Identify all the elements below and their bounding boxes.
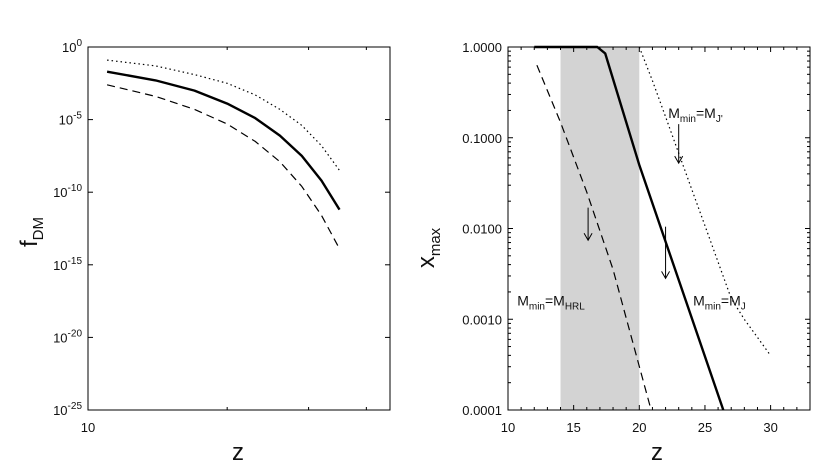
annotation-sub: min (680, 114, 696, 125)
arrow-head (661, 271, 670, 280)
right-y-axis-label: xmax (413, 227, 444, 268)
annotation-eq: =M (721, 293, 741, 309)
left-y-tick-base: 10 (53, 185, 67, 200)
annotation-sub: HRL (565, 302, 585, 313)
left-x-tick-label: 10 (81, 420, 95, 435)
right-x-tick-label: 20 (632, 420, 646, 435)
right-arrows (583, 124, 684, 280)
right-x-tick-label: 15 (566, 420, 580, 435)
left-y-tick-base: 10 (53, 403, 67, 418)
annotation-mj: Mmin=MJ (693, 293, 746, 313)
right-x-tick-label: 10 (501, 420, 515, 435)
right-ticks (508, 46, 811, 411)
right-x-axis-label: z (651, 439, 663, 466)
annotation-eq: =M (545, 293, 565, 309)
left-ticks (87, 46, 390, 411)
left-plot-frame (87, 46, 391, 411)
left-y-tick-exp: -10 (68, 183, 83, 194)
left-y-tick-label: 10-25 (53, 401, 82, 418)
left-y-tick-exp: -20 (68, 328, 83, 339)
arrow-head (674, 155, 684, 165)
annotation-eq: =M (696, 105, 716, 121)
left-y-tick-base: 10 (53, 258, 67, 273)
left-y-tick-exp: -5 (73, 111, 82, 122)
annotation-main: M (668, 105, 680, 121)
left-y-tick-exp: -15 (68, 256, 83, 267)
annotation-mhrl: Mmin=MHRL (517, 293, 585, 313)
right-series-line (536, 64, 652, 411)
left-y-tick-base: 10 (62, 40, 76, 55)
left-y-tick-exp: -25 (68, 401, 83, 412)
left-series-dotted (107, 59, 340, 171)
right-y-tick-label: 1.0000 (462, 40, 502, 55)
annotation-main: M (693, 293, 705, 309)
right-plot-frame (507, 46, 811, 411)
shaded-band-rect (560, 47, 640, 410)
shaded-band (560, 47, 640, 410)
annotation-main: M (517, 293, 529, 309)
left-series-solid (106, 70, 341, 211)
left-series-dashed (106, 84, 341, 250)
left-y-tick-base: 10 (59, 113, 73, 128)
right-x-tick-label: 30 (763, 420, 777, 435)
annotation-sub: min (529, 302, 545, 313)
left-y-tick-label: 10-5 (59, 111, 83, 128)
left-y-tick-label: 10-15 (53, 256, 82, 273)
annotation-mjp: Mmin=MJ' (668, 105, 723, 125)
right-series-line (638, 46, 772, 356)
right-y-tick-label: 0.0010 (462, 312, 502, 327)
left-y-tick-label: 10-10 (53, 183, 82, 200)
right-tick-labels: 1.0000 0.1000 0.0100 0.0010 0.0001 10 15 20 25 30 (462, 40, 778, 435)
left-y-tick-label: 100 (62, 38, 82, 55)
annotation-sub: min (705, 302, 721, 313)
left-x-axis-label: z (232, 439, 244, 466)
right-y-tick-label: 0.0100 (462, 222, 502, 237)
left-y-tick-base: 10 (53, 330, 67, 345)
arrow-head (583, 233, 593, 242)
right-y-tick-label: 0.0001 (462, 403, 502, 418)
left-y-tick-exp: 0 (76, 38, 82, 49)
right-x-tick-label: 25 (698, 420, 712, 435)
left-y-axis-label: fDM (16, 217, 47, 247)
left-series (106, 59, 341, 250)
annotation-sub: J (741, 302, 746, 313)
right-y-tick-label: 0.1000 (462, 131, 502, 146)
annotation-sub: J' (716, 114, 723, 125)
left-y-tick-label: 10-20 (53, 328, 82, 345)
